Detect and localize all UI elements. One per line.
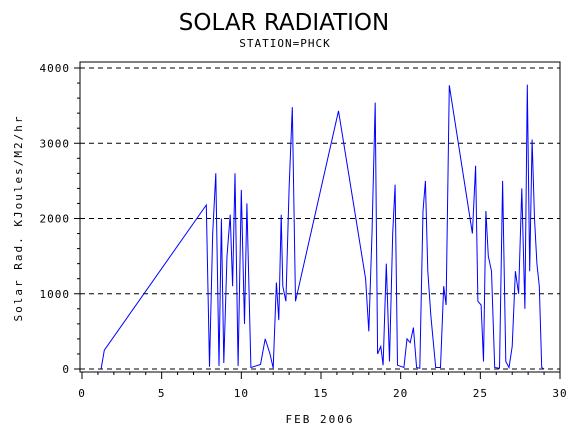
x-tick-label: 0 bbox=[78, 387, 86, 400]
x-axis: 0 5 10 15 20 25 30 bbox=[78, 372, 567, 400]
x-tick-label: 25 bbox=[473, 387, 488, 400]
x-tick-label: 5 bbox=[158, 387, 166, 400]
grid-lines bbox=[80, 67, 560, 370]
y-tick-label: 2000 bbox=[40, 213, 71, 226]
y-tick-label: 0 bbox=[62, 363, 70, 376]
y-tick-label: 1000 bbox=[40, 288, 71, 301]
plot-frame bbox=[79, 61, 561, 373]
y-tick-label: 3000 bbox=[40, 137, 71, 150]
x-tick-label: 15 bbox=[313, 387, 328, 400]
chart-subtitle: STATION=PHCK bbox=[239, 37, 330, 50]
x-tick-label: 30 bbox=[552, 387, 567, 400]
x-tick-label: 10 bbox=[234, 387, 249, 400]
y-axis: 0 1000 2000 3000 4000 bbox=[40, 62, 80, 376]
y-tick-label: 4000 bbox=[40, 62, 71, 75]
x-tick-label: 20 bbox=[393, 387, 408, 400]
y-axis-label: Solar Rad. KJoules/M2/hr bbox=[12, 115, 25, 322]
series-line bbox=[100, 84, 545, 370]
x-axis-label: FEB 2006 bbox=[286, 413, 355, 426]
chart-title: SOLAR RADIATION bbox=[179, 10, 389, 36]
